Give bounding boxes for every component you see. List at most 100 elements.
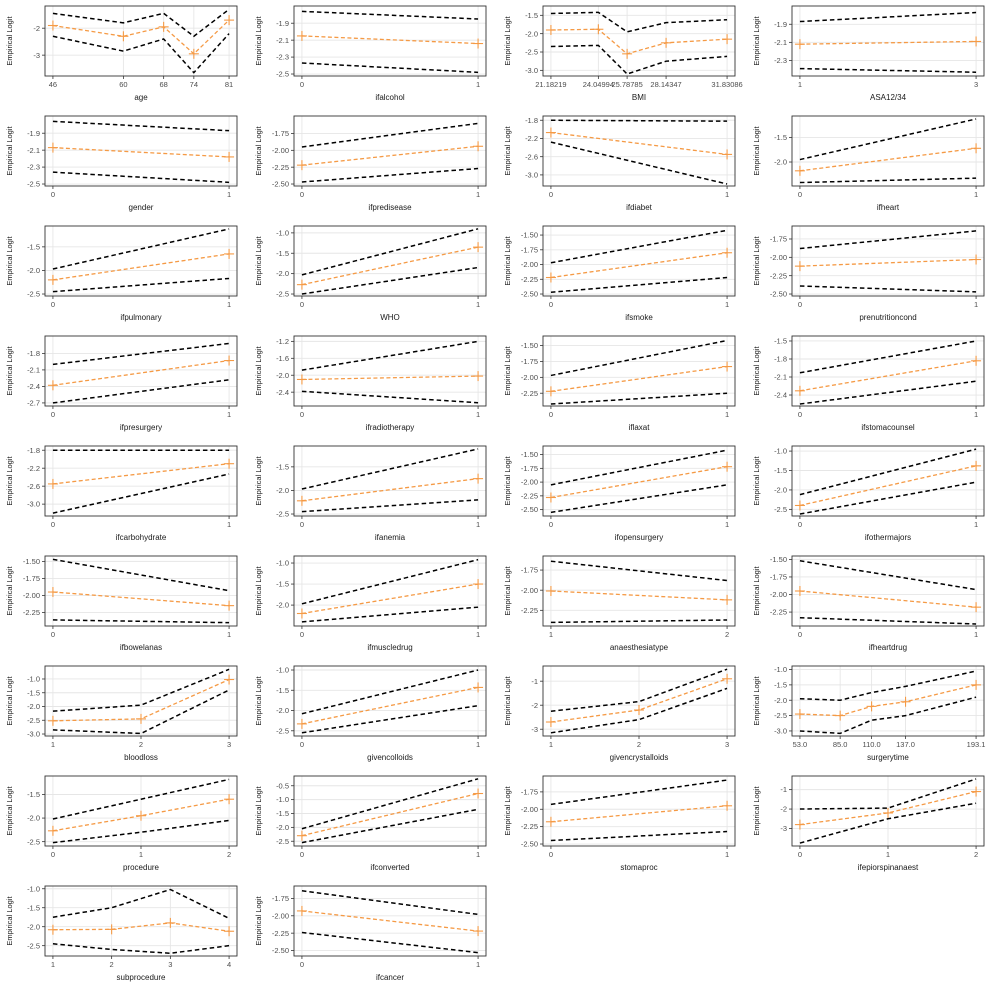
estimate-point xyxy=(296,279,307,290)
y-axis-title: Empirical Logit xyxy=(5,455,14,505)
estimate-line xyxy=(52,591,230,607)
y-tick-label: -2.0 xyxy=(276,823,289,832)
panel-anaesthesiatype: -1.75 -2.00 -2.25 1 2 Empirical Logit anaesthe… xyxy=(498,550,747,660)
y-tick-label: -1.5 xyxy=(27,688,40,697)
y-tick-label: -1.5 xyxy=(27,790,40,799)
x-axis-title: surgerytime xyxy=(867,753,909,762)
plot-background xyxy=(45,6,237,76)
estimate-point xyxy=(794,385,805,396)
y-tick-label: -2.1 xyxy=(276,36,289,45)
estimate-line xyxy=(52,253,230,281)
panel-ifcarbohydrate: -1.8 -2.2 -2.6 -3.0 0 1 Empirical Logit ifcarbo… xyxy=(0,440,249,550)
panel-ifcancer: -1.75 -2.00 -2.25 -2.50 0 1 Empirical Logit ifc… xyxy=(249,880,498,990)
y-tick-label: -3.0 xyxy=(27,730,40,739)
plot-bloodloss: -1.0 -1.5 -2.0 -2.5 -3.0 1 2 3 Empirical Logit xyxy=(5,665,238,749)
y-tick-label: -1.5 xyxy=(276,809,289,818)
plot-surgerytime: -1.0 -1.5 -2.0 -2.5 -3.0 53.0 85.0 110.0 137.0 19… xyxy=(752,665,985,749)
x-tick-label: 1 xyxy=(227,190,231,199)
estimate-point xyxy=(224,926,235,937)
x-tick-label: 0 xyxy=(798,190,802,199)
estimate-line xyxy=(301,583,479,615)
y-axis-title: Empirical Logit xyxy=(254,345,263,395)
y-tick-label: -2.0 xyxy=(27,814,40,823)
y-tick-label: -1.8 xyxy=(27,349,40,358)
x-axis-title: subprocedure xyxy=(116,973,166,982)
estimate-point xyxy=(47,20,58,31)
y-tick-label: -1.75 xyxy=(770,573,787,582)
lower-bound-line xyxy=(799,177,977,184)
plot-background xyxy=(294,446,486,516)
y-axis-title: Empirical Logit xyxy=(503,565,512,615)
plot-ifstomacounsel: -1.5 -1.8 -2.1 -2.4 0 1 Empirical Logit xyxy=(752,335,985,419)
x-axis-title: ifepiorspinanaest xyxy=(857,863,919,872)
panel-ifanemia: -1.5 -2.0 -2.5 0 1 Empirical Logit ifanemia xyxy=(249,440,498,550)
x-axis-title: ifothermajors xyxy=(864,533,912,542)
panel-BMI: -1.5 -2.0 -2.5 -3.0 21.18219 24.04994 25.78785… xyxy=(498,0,747,110)
y-tick-label: -2 xyxy=(33,24,40,33)
lower-bound-line xyxy=(550,44,728,75)
y-tick-label: -2.1 xyxy=(774,38,787,47)
estimate-point xyxy=(47,478,58,489)
x-tick-label: 3 xyxy=(168,960,172,969)
panel-gender: -1.9 -2.1 -2.3 -2.5 0 1 Empirical Logit gender xyxy=(0,110,249,220)
x-tick-label: 0 xyxy=(798,850,802,859)
y-axis-title: Empirical Logit xyxy=(254,455,263,505)
x-tick-label: 0 xyxy=(549,300,553,309)
x-tick-label: 21.18219 xyxy=(535,80,566,89)
y-tick-label: -2.5 xyxy=(27,180,40,189)
lower-bound-line xyxy=(550,619,728,624)
panel-ifopensurgery: -1.50 -1.75 -2.00 -2.25 -2.50 0 1 Empirical Log… xyxy=(498,440,747,550)
plot-frame xyxy=(542,5,736,77)
x-tick-label: 0 xyxy=(300,80,304,89)
y-tick-label: -1.5 xyxy=(774,466,787,475)
upper-bound-line xyxy=(52,228,230,270)
y-axis-title: Empirical Logit xyxy=(503,345,512,395)
x-axis-title: iflaxat xyxy=(628,423,650,432)
y-tick-label: -1.75 xyxy=(272,129,289,138)
x-tick-label: 46 xyxy=(49,80,57,89)
x-tick-label: 31.83086 xyxy=(711,80,742,89)
estimate-point xyxy=(971,460,982,471)
plot-BMI: -1.5 -2.0 -2.5 -3.0 21.18219 24.0499425.78785… xyxy=(503,5,743,89)
plot-background xyxy=(294,666,486,736)
estimate-point xyxy=(136,810,146,821)
y-tick-label: -1.8 xyxy=(525,116,538,125)
panel-givencrystalloids: -1 -2 -3 1 2 3 Empirical Logit givencrystalloid… xyxy=(498,660,747,770)
panel-ifconverted: -0.5 -1.0 -1.5 -2.0 -2.5 0 1 Empirical Logit ifc… xyxy=(249,770,498,880)
x-axis-title: ifheart xyxy=(876,203,900,212)
estimate-point xyxy=(296,160,307,171)
x-axis-title: givencolloids xyxy=(367,753,413,762)
estimate-point xyxy=(118,31,129,42)
y-tick-label: -2.3 xyxy=(27,163,40,172)
plot-background xyxy=(543,776,735,846)
x-axis-title: prenutritioncond xyxy=(859,313,917,322)
plot-frame xyxy=(293,445,487,517)
y-tick-label: -2.2 xyxy=(27,464,40,473)
plot-procedure: -1.5 -2.0 -2.5 0 1 2 Empirical Logit xyxy=(5,775,238,859)
estimate-point xyxy=(545,586,556,596)
panel-ifdiabet: -1.8 -2.2 -2.6 -3.0 0 1 Empirical Logit ifdiabe… xyxy=(498,110,747,220)
x-tick-label: 0 xyxy=(300,300,304,309)
y-axis-title: Empirical Logit xyxy=(503,125,512,175)
panel-prenutritioncond: -1.75 -2.00 -2.25 -2.50 0 1 Empirical Logit pre… xyxy=(747,220,996,330)
x-tick-label: 0 xyxy=(51,520,55,529)
estimate-point xyxy=(794,819,805,830)
y-tick-label: -1.9 xyxy=(774,20,787,29)
x-tick-label: 0 xyxy=(549,520,553,529)
estimate-line xyxy=(301,246,479,286)
y-tick-label: -2.0 xyxy=(525,29,538,38)
estimate-point xyxy=(473,242,484,253)
estimate-point xyxy=(224,355,235,366)
y-tick-label: -2.5 xyxy=(276,837,289,846)
lower-bound-line xyxy=(799,696,977,735)
y-tick-label: -1.0 xyxy=(774,665,787,674)
estimate-line xyxy=(550,678,728,723)
x-tick-label: 1 xyxy=(798,80,802,89)
x-tick-label: 1 xyxy=(227,520,231,529)
plot-prenutritioncond: -1.75 -2.00 -2.25 -2.50 0 1 Empirical Logit xyxy=(752,225,985,309)
upper-bound-line xyxy=(301,228,479,276)
y-tick-label: -2.25 xyxy=(521,606,538,615)
panel-subprocedure: -1.0 -1.5 -2.0 -2.5 1 2 3 4 Empirical Logit subpr… xyxy=(0,880,249,990)
y-axis-title: Empirical Logit xyxy=(5,785,14,835)
x-axis-title: ifalcohol xyxy=(375,93,405,102)
